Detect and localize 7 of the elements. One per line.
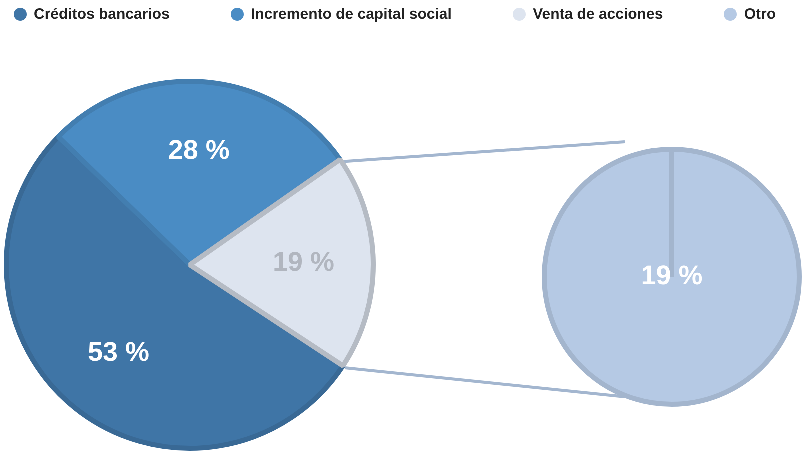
legend-label: Créditos bancarios [33, 6, 170, 23]
data-label: 28 % [168, 135, 230, 166]
legend-label: Incremento de capital social [250, 6, 452, 23]
data-label: 53 % [88, 337, 150, 368]
legend-label: Venta de acciones [532, 6, 664, 23]
legend-label: Otro [743, 6, 776, 23]
data-label: 19 % [641, 260, 703, 290]
